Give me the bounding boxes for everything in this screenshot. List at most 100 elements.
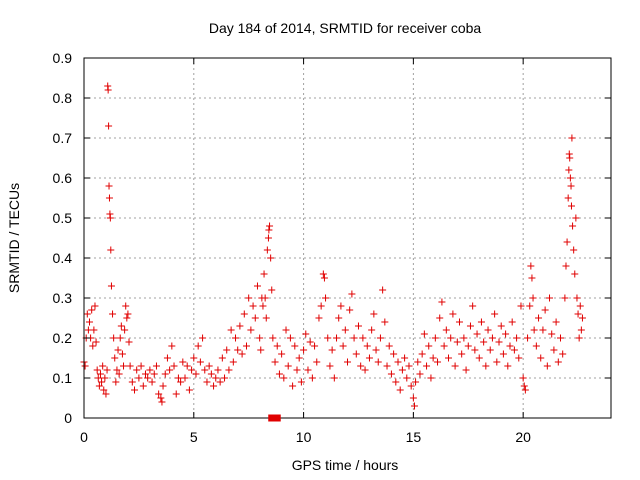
data-point xyxy=(111,354,119,362)
data-point xyxy=(91,302,99,310)
data-point xyxy=(330,374,338,382)
data-point xyxy=(278,350,286,358)
data-point xyxy=(562,262,570,270)
data-point xyxy=(96,370,104,378)
data-point xyxy=(322,294,330,302)
data-point xyxy=(263,246,271,254)
data-point xyxy=(565,166,573,174)
data-point xyxy=(548,330,556,338)
data-point xyxy=(527,262,535,270)
data-point xyxy=(346,306,354,314)
data-point xyxy=(572,214,580,222)
data-point xyxy=(504,362,512,370)
data-point xyxy=(333,334,341,342)
data-point xyxy=(146,366,154,374)
data-point xyxy=(89,342,97,350)
data-point xyxy=(416,370,424,378)
data-point xyxy=(392,378,400,386)
data-point xyxy=(493,358,501,366)
data-point xyxy=(183,362,191,370)
data-point xyxy=(95,382,103,390)
data-point xyxy=(83,310,91,318)
data-point xyxy=(284,362,292,370)
data-point xyxy=(315,314,323,322)
data-point xyxy=(94,374,102,382)
data-point xyxy=(530,326,538,334)
data-point xyxy=(267,254,275,262)
data-point xyxy=(92,338,100,346)
data-point xyxy=(113,366,121,374)
data-point xyxy=(410,402,418,410)
data-point xyxy=(264,234,272,242)
data-point xyxy=(105,194,113,202)
data-point xyxy=(109,310,117,318)
data-point xyxy=(300,346,308,354)
data-point xyxy=(566,154,574,162)
data-point xyxy=(455,318,463,326)
data-point xyxy=(118,350,126,358)
data-point xyxy=(159,382,167,390)
data-point xyxy=(216,378,224,386)
data-point xyxy=(122,302,130,310)
data-point xyxy=(174,374,182,382)
data-point xyxy=(566,174,574,182)
data-point xyxy=(539,326,547,334)
data-point xyxy=(398,366,406,374)
data-point xyxy=(106,214,114,222)
data-point xyxy=(172,390,180,398)
data-point xyxy=(458,350,466,358)
x-tick-label: 15 xyxy=(406,429,422,445)
data-point xyxy=(517,302,525,310)
data-point xyxy=(269,334,277,342)
data-point xyxy=(471,346,479,354)
data-point xyxy=(348,290,356,298)
data-point xyxy=(107,282,115,290)
data-point xyxy=(289,382,297,390)
data-point xyxy=(112,378,120,386)
data-point xyxy=(488,334,496,342)
data-point xyxy=(436,314,444,322)
data-point xyxy=(541,306,549,314)
data-point xyxy=(425,342,433,350)
data-point xyxy=(320,274,328,282)
data-point xyxy=(102,390,110,398)
data-point xyxy=(297,378,305,386)
data-point xyxy=(554,358,562,366)
y-tick-label: 0.3 xyxy=(53,290,73,306)
y-tick-label: 0.6 xyxy=(53,170,73,186)
data-point xyxy=(475,354,483,362)
data-point xyxy=(196,358,204,366)
x-tick-label: 10 xyxy=(296,429,312,445)
data-point xyxy=(116,334,124,342)
data-point xyxy=(262,314,270,322)
data-point xyxy=(326,362,334,370)
data-point xyxy=(354,322,362,330)
data-point xyxy=(451,362,459,370)
data-point xyxy=(409,394,417,402)
data-point xyxy=(90,326,98,334)
data-point xyxy=(559,350,567,358)
data-point xyxy=(135,374,143,382)
data-point xyxy=(319,270,327,278)
y-tick-label: 0.9 xyxy=(53,50,73,66)
data-point xyxy=(434,358,442,366)
data-gap-marker xyxy=(268,414,276,422)
data-point xyxy=(253,282,261,290)
data-point xyxy=(245,294,253,302)
data-point xyxy=(236,322,244,330)
x-axis-label: GPS time / hours xyxy=(292,457,399,473)
data-point xyxy=(387,370,395,378)
data-point xyxy=(225,366,233,374)
data-point xyxy=(170,362,178,370)
y-axis-label: SRMTID / TECUs xyxy=(6,183,22,293)
data-point xyxy=(152,362,160,370)
data-point xyxy=(484,326,492,334)
data-point xyxy=(181,374,189,382)
data-point xyxy=(93,366,101,374)
data-point xyxy=(453,338,461,346)
data-point xyxy=(473,330,481,338)
data-point xyxy=(502,330,510,338)
axis-ticks xyxy=(83,57,611,419)
data-point xyxy=(575,334,583,342)
data-point xyxy=(401,354,409,362)
